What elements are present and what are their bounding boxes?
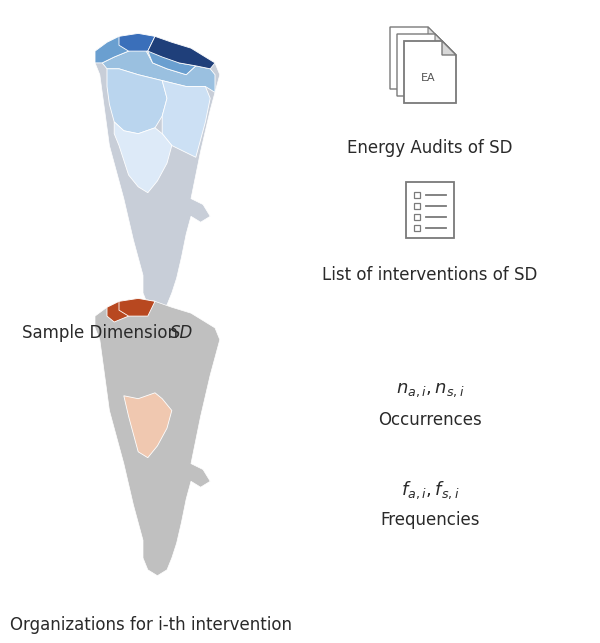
Text: Organizations for i-th intervention: Organizations for i-th intervention <box>10 616 292 634</box>
Text: Frequencies: Frequencies <box>380 511 480 529</box>
Text: List of interventions of SD: List of interventions of SD <box>322 266 538 284</box>
Polygon shape <box>435 34 449 48</box>
Polygon shape <box>390 27 442 89</box>
Polygon shape <box>124 393 172 458</box>
Polygon shape <box>414 192 420 197</box>
Text: Energy Audits of SD: Energy Audits of SD <box>347 139 513 157</box>
Polygon shape <box>404 41 456 103</box>
Polygon shape <box>114 122 172 193</box>
Polygon shape <box>414 203 420 209</box>
Polygon shape <box>397 34 449 96</box>
Polygon shape <box>406 182 454 238</box>
Polygon shape <box>442 41 456 55</box>
Polygon shape <box>95 298 220 575</box>
Polygon shape <box>428 27 442 41</box>
Polygon shape <box>148 37 196 75</box>
Polygon shape <box>119 33 155 51</box>
Text: $n_{a,i}, n_{s,i}$: $n_{a,i}, n_{s,i}$ <box>395 381 464 399</box>
Text: $f_{a,i}, f_{s,i}$: $f_{a,i}, f_{s,i}$ <box>401 479 459 501</box>
Polygon shape <box>95 33 220 311</box>
Polygon shape <box>107 69 167 134</box>
Text: Occurrences: Occurrences <box>378 411 482 429</box>
Polygon shape <box>162 80 210 158</box>
Polygon shape <box>414 225 420 231</box>
Polygon shape <box>95 33 143 63</box>
Polygon shape <box>107 298 155 322</box>
Text: Sample Dimension: Sample Dimension <box>22 324 183 342</box>
Polygon shape <box>148 37 215 69</box>
Polygon shape <box>414 214 420 220</box>
Polygon shape <box>102 45 215 93</box>
Text: SD: SD <box>170 324 193 342</box>
Polygon shape <box>119 298 155 316</box>
Text: EA: EA <box>421 73 436 83</box>
